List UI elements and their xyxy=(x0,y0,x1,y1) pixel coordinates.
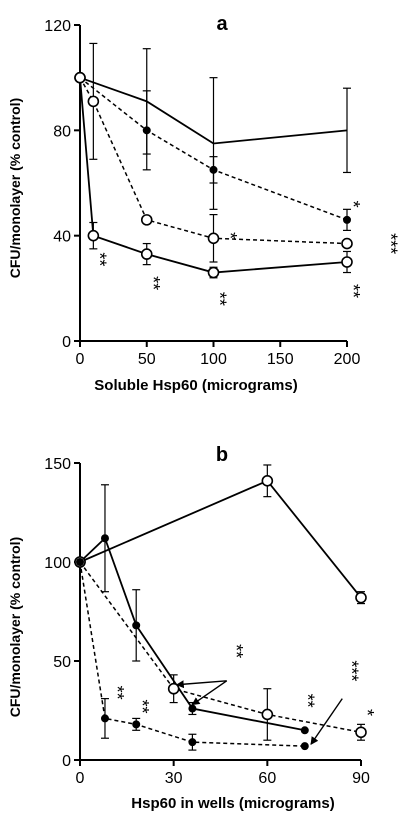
annotation-arrow xyxy=(191,680,228,706)
x-tick-label: 90 xyxy=(352,770,370,787)
annotations-a: ** *********** xyxy=(89,201,400,306)
data-point-open xyxy=(140,248,153,260)
data-point-filled xyxy=(142,126,151,135)
data-point-filled xyxy=(132,621,141,630)
x-tick-label: 50 xyxy=(138,351,156,368)
series-line xyxy=(79,479,362,599)
annotation-arrow xyxy=(175,680,227,689)
x-axis-label-b: Hsp60 in wells (micrograms) xyxy=(131,795,334,812)
significance-marker: *** xyxy=(341,660,361,681)
data-point-open xyxy=(341,256,353,268)
data-point-open xyxy=(355,726,367,739)
data-point-open xyxy=(74,71,86,84)
panel-b: b CFU/monolayer (% control) Hsp60 in wel… xyxy=(7,444,377,812)
significance-marker: ** xyxy=(143,276,163,290)
x-axis-label-a: Soluble Hsp60 (micrograms) xyxy=(94,377,297,394)
series-line xyxy=(79,76,348,145)
significance-marker: ** xyxy=(343,284,363,298)
axes-a: 0 40 80 120 0 50 100 150 200 xyxy=(44,18,360,368)
data-point-open xyxy=(261,475,274,487)
significance-marker: ** xyxy=(226,644,246,658)
data-point-filled xyxy=(100,534,109,543)
annotations-b: ************ xyxy=(107,644,377,745)
data-point-open xyxy=(87,229,100,242)
data-point-filled xyxy=(132,720,141,729)
significance-marker: *** xyxy=(380,233,400,254)
x-tick-label: 0 xyxy=(76,770,85,787)
x-tick-label: 150 xyxy=(267,351,294,368)
y-tick-label: 0 xyxy=(62,334,71,351)
data-point-filled xyxy=(209,165,218,174)
series-1 xyxy=(74,464,367,605)
data-point-filled xyxy=(343,215,351,224)
panel-label-a: a xyxy=(216,13,228,35)
x-tick-label: 200 xyxy=(334,351,361,368)
data-point-open xyxy=(341,237,353,250)
y-tick-label: 80 xyxy=(53,123,71,140)
data-point-open xyxy=(355,591,367,604)
y-tick-label: 0 xyxy=(62,753,71,770)
significance-marker: ** xyxy=(298,694,318,708)
significance-marker: ** xyxy=(132,700,152,714)
series-a xyxy=(74,42,353,279)
data-point-filled xyxy=(300,726,309,735)
y-tick-label: 40 xyxy=(53,229,71,246)
significance-marker: ** xyxy=(210,292,230,306)
series-3 xyxy=(74,556,367,741)
x-tick-label: 0 xyxy=(76,351,85,368)
series-line xyxy=(79,536,305,732)
x-tick-label: 30 xyxy=(165,770,183,787)
series-1 xyxy=(79,48,351,210)
significance-marker: ** xyxy=(107,686,127,700)
data-point-open xyxy=(140,214,153,226)
panel-a: a CFU/monolayer (% control) Soluble Hsp6… xyxy=(7,13,400,394)
y-tick-label: 120 xyxy=(44,18,71,35)
significance-marker: * xyxy=(357,709,377,716)
significance-marker: ** xyxy=(89,252,109,266)
y-axis-label-a: CFU/monolayer (% control) xyxy=(7,98,23,278)
data-point-open xyxy=(207,266,220,279)
series-b xyxy=(74,464,367,751)
y-tick-label: 50 xyxy=(53,654,71,671)
y-tick-label: 100 xyxy=(44,555,71,572)
series-line xyxy=(79,77,348,221)
series-4 xyxy=(76,558,309,751)
data-point-open xyxy=(87,95,100,108)
axes-b: 0 50 100 150 0 30 60 90 xyxy=(44,456,370,787)
annotation-arrow xyxy=(310,698,343,745)
y-tick-label: 150 xyxy=(44,456,71,473)
data-point-filled xyxy=(300,742,309,751)
series-4 xyxy=(74,71,353,279)
x-tick-label: 100 xyxy=(200,351,227,368)
panel-label-b: b xyxy=(216,444,228,466)
data-point-open xyxy=(261,708,274,721)
data-point-filled xyxy=(188,738,197,747)
data-point-filled xyxy=(100,714,109,723)
data-point-open xyxy=(207,232,220,245)
series-line xyxy=(79,561,362,734)
significance-marker: * xyxy=(220,232,240,239)
data-point-filled xyxy=(76,558,84,566)
x-tick-label: 60 xyxy=(258,770,276,787)
significance-marker: * xyxy=(343,201,363,208)
y-axis-label-b: CFU/monolayer (% control) xyxy=(7,537,23,717)
data-point-filled xyxy=(188,704,197,713)
